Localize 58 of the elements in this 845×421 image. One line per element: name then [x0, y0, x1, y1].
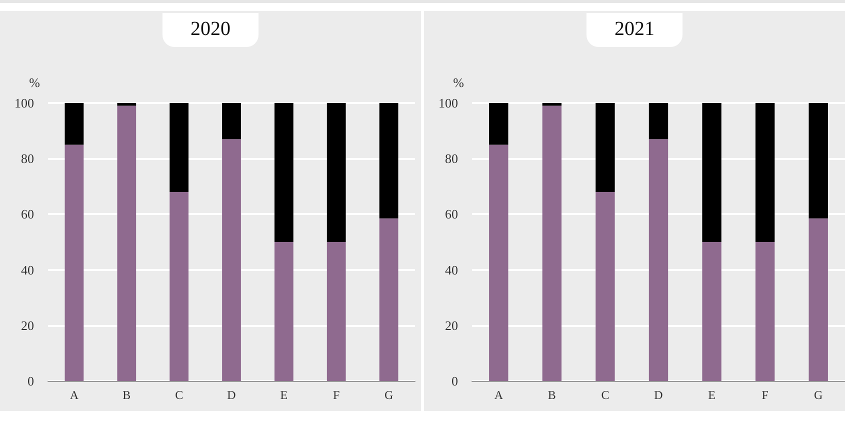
y-tick-label: 100 [438, 96, 458, 110]
bar [489, 103, 508, 145]
x-tick-label: G [384, 388, 394, 402]
x-tick-label: D [654, 388, 664, 402]
bar [596, 192, 615, 381]
x-tick-label: C [175, 388, 184, 402]
y-tick-label: 40 [21, 262, 34, 278]
y-tick-label: 60 [21, 206, 34, 222]
bar [64, 103, 84, 145]
bar [222, 103, 241, 140]
x-tick-label: F [333, 388, 340, 402]
x-tick-label: D [227, 388, 236, 402]
bar [170, 103, 189, 192]
y-tick-label: 0 [452, 374, 458, 388]
chart-title: 2020 [190, 18, 230, 40]
y-tick-label: 20 [445, 318, 458, 333]
x-tick-label: E [708, 388, 716, 402]
x-tick-label: E [280, 388, 288, 402]
y-axis-title: % [29, 75, 40, 90]
x-tick-label: A [70, 388, 79, 402]
bar [542, 103, 562, 106]
bar [808, 103, 828, 218]
x-tick-label: A [494, 388, 504, 402]
bar [222, 139, 241, 381]
y-tick-label: 80 [445, 151, 458, 166]
bar [64, 144, 84, 381]
y-tick-label: 60 [445, 206, 458, 222]
bar [702, 103, 722, 242]
x-tick-label: F [762, 388, 769, 402]
bar [648, 103, 668, 140]
bar [379, 103, 398, 218]
bar [808, 218, 828, 381]
bar [170, 192, 189, 381]
bar [379, 218, 398, 381]
x-tick-label: G [814, 388, 824, 402]
bar [326, 242, 346, 381]
bar [648, 139, 668, 381]
bar [274, 103, 294, 242]
x-tick-label: C [601, 388, 610, 402]
bar [755, 103, 775, 242]
chart-title: 2021 [614, 18, 654, 40]
bar [596, 103, 615, 192]
bar [326, 103, 346, 242]
bar [755, 242, 775, 381]
x-tick-label: B [548, 388, 556, 402]
bar [702, 242, 722, 381]
y-tick-label: 0 [28, 374, 34, 388]
bar [117, 106, 136, 381]
y-tick-label: 20 [21, 318, 34, 333]
y-tick-label: 40 [445, 262, 458, 278]
bar [274, 242, 294, 381]
y-tick-label: 80 [21, 151, 34, 166]
bar [542, 106, 562, 381]
y-tick-label: 100 [14, 96, 34, 110]
bar [489, 144, 508, 381]
x-tick-label: B [122, 388, 131, 402]
y-axis-title: % [453, 75, 464, 90]
bar [117, 103, 136, 106]
